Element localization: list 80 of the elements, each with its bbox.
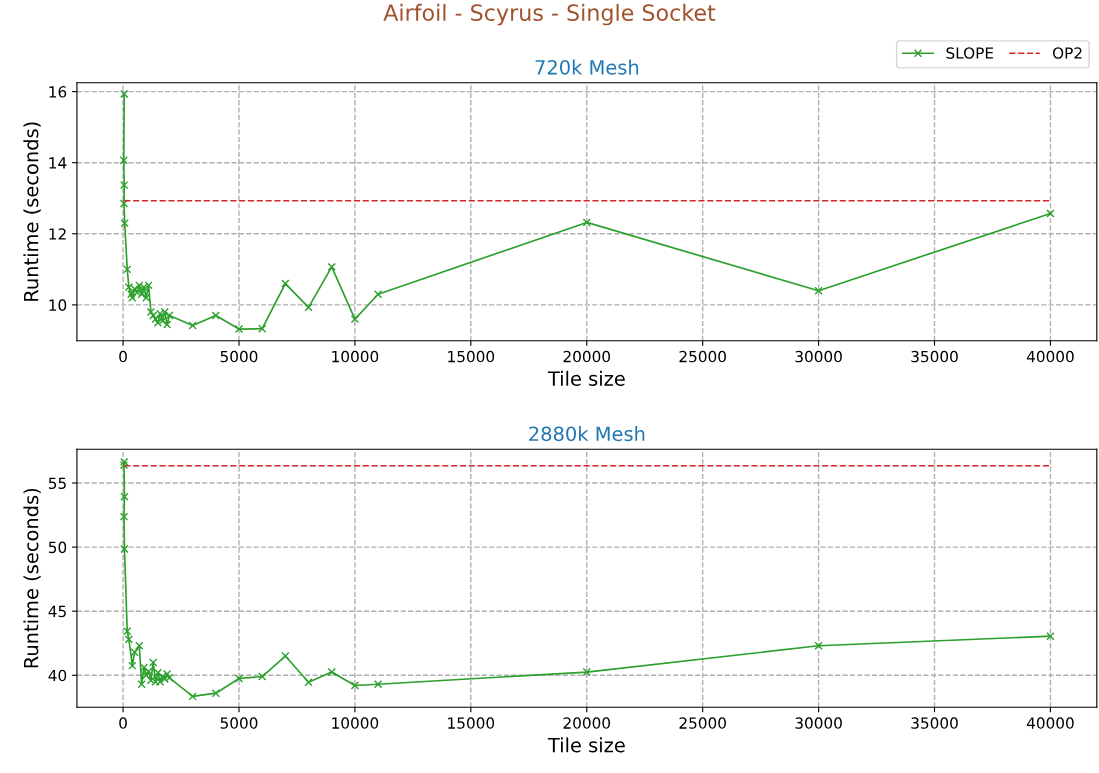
x-tick-label: 15000 — [448, 350, 495, 363]
x-tick-label: 25000 — [679, 717, 726, 729]
point — [128, 661, 137, 670]
x-tick-label: 35000 — [911, 717, 958, 729]
point — [582, 218, 591, 227]
legend-label: OP2 — [1052, 47, 1082, 59]
x-tick-label: 40000 — [1026, 350, 1074, 363]
point — [120, 180, 129, 190]
y-tick-label: 50 — [48, 541, 67, 554]
x-tick-label: 5000 — [220, 717, 258, 729]
point — [120, 218, 129, 228]
point — [120, 492, 129, 501]
point — [120, 89, 129, 99]
point — [814, 286, 823, 295]
point — [135, 641, 144, 650]
point — [281, 651, 290, 661]
x-tick-label: 40000 — [1026, 717, 1074, 729]
point — [814, 641, 823, 650]
point — [142, 293, 151, 302]
y-tick-label: 45 — [48, 605, 66, 618]
x-tick-label: 10000 — [332, 717, 379, 729]
point — [119, 460, 129, 470]
point — [373, 290, 383, 299]
chart-title: Airfoil - Scyrus - Single Socket — [383, 3, 716, 26]
x-tick-label: 15000 — [448, 717, 495, 729]
point — [119, 199, 129, 208]
point — [188, 321, 197, 330]
point — [234, 674, 244, 683]
x-tick-label: 35000 — [911, 350, 958, 363]
y-tick-label: 12 — [49, 228, 66, 240]
point — [281, 279, 290, 288]
point — [350, 314, 360, 324]
y-axis-title: Runtime (seconds) — [23, 122, 41, 301]
point — [304, 678, 313, 687]
point — [120, 457, 129, 467]
point — [120, 544, 129, 554]
point — [258, 672, 267, 681]
legend-label: SLOPE — [946, 47, 994, 59]
point — [160, 307, 169, 317]
point — [211, 311, 220, 320]
point — [1046, 632, 1055, 641]
x-axis-title: Tile size — [547, 370, 625, 386]
y-tick-label: 55 — [48, 477, 66, 490]
x-tick-label: 25000 — [679, 350, 726, 363]
x-tick-label: 0 — [119, 717, 127, 729]
point — [123, 265, 132, 274]
x-tick-label: 20000 — [563, 717, 611, 729]
y-axis-title: Runtime (seconds) — [23, 488, 41, 668]
chart-subtitle: 2880k Mesh — [529, 426, 645, 442]
point — [327, 262, 336, 272]
point — [234, 324, 244, 334]
point — [373, 680, 383, 689]
point — [130, 648, 139, 657]
x-tick-label: 20000 — [563, 350, 611, 363]
y-tick-label: 14 — [49, 157, 67, 169]
x-tick-label: 0 — [119, 350, 127, 363]
point — [149, 658, 158, 667]
x-tick-label: 5000 — [220, 350, 258, 363]
y-tick-label: 40 — [48, 669, 67, 682]
point — [137, 680, 146, 689]
y-tick-label: 16 — [49, 86, 67, 98]
point — [350, 681, 360, 690]
point — [211, 689, 220, 698]
point — [123, 627, 132, 636]
x-tick-label: 10000 — [332, 350, 379, 363]
point — [258, 324, 267, 333]
point — [304, 303, 313, 312]
point — [327, 667, 336, 677]
point — [188, 692, 197, 701]
x-axis-title: Tile size — [547, 737, 625, 753]
y-tick-label: 10 — [49, 299, 67, 311]
x-tick-label: 30000 — [795, 717, 842, 729]
x-tick-label: 30000 — [795, 350, 842, 363]
point — [582, 667, 591, 677]
chart-subtitle: 720k Mesh — [535, 59, 639, 75]
point — [119, 156, 128, 165]
point — [1046, 209, 1055, 218]
point — [119, 512, 129, 521]
point — [124, 635, 134, 644]
point — [142, 671, 151, 680]
